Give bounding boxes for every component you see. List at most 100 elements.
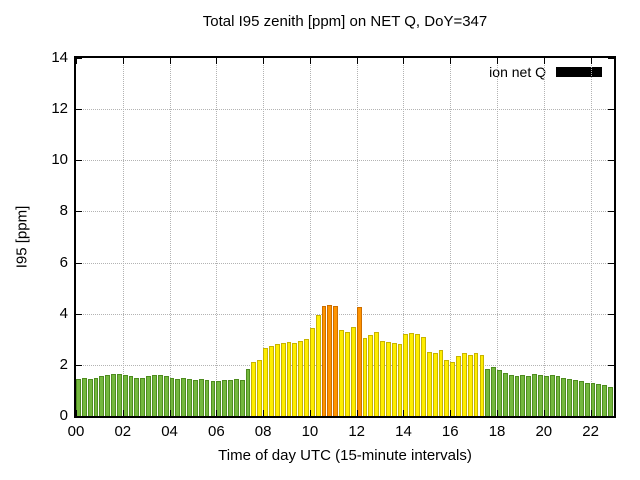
interval-bar — [111, 373, 116, 416]
interval-bar — [532, 373, 537, 416]
interval-bar — [397, 344, 403, 416]
interval-bar — [233, 378, 239, 416]
interval-bar — [567, 378, 573, 416]
x-tickmark — [450, 58, 452, 64]
x-tickmark — [169, 410, 171, 416]
interval-bar — [304, 339, 309, 416]
interval-bar — [152, 375, 157, 416]
x-tickmark — [216, 58, 218, 64]
x-tickmark — [356, 410, 358, 416]
interval-bar — [456, 355, 461, 416]
gridline-vertical — [169, 58, 171, 416]
x-tickmark — [122, 58, 124, 64]
interval-bar — [502, 372, 508, 416]
interval-bar — [204, 380, 210, 416]
x-tick-label: 16 — [441, 423, 459, 440]
x-tick-label: 02 — [114, 423, 132, 440]
interval-bar — [286, 341, 292, 416]
interval-bar — [210, 381, 216, 416]
x-tick-label: 08 — [254, 423, 272, 440]
interval-bar — [584, 382, 590, 416]
interval-bar — [251, 362, 257, 416]
interval-bar — [356, 307, 362, 416]
x-tickmark — [497, 410, 499, 416]
interval-bar — [444, 359, 450, 416]
interval-bar — [321, 306, 327, 416]
interval-bar — [274, 344, 280, 416]
interval-bar — [163, 376, 169, 416]
interval-bar — [315, 315, 321, 416]
interval-bar — [380, 340, 385, 416]
interval-bar — [169, 377, 175, 416]
y-tickmark — [608, 416, 614, 417]
interval-bar — [239, 380, 245, 416]
y-tickmark — [608, 109, 614, 111]
interval-bar — [461, 353, 467, 416]
interval-bar — [485, 368, 491, 416]
x-tickmark — [403, 410, 405, 416]
gridline-horizontal — [76, 160, 614, 162]
x-tickmark — [543, 58, 545, 64]
interval-bar — [520, 375, 526, 416]
x-axis-label: Time of day UTC (15-minute intervals) — [218, 447, 472, 464]
interval-bar — [578, 381, 584, 416]
interval-bar — [374, 331, 380, 416]
y-tickmark — [608, 211, 614, 213]
gridline-vertical — [543, 58, 545, 416]
x-tickmark — [403, 58, 405, 64]
y-tickmark — [76, 58, 82, 59]
interval-bar — [368, 335, 374, 416]
y-tickmark — [76, 364, 82, 366]
interval-bar — [362, 338, 368, 416]
interval-bar — [561, 377, 567, 416]
interval-bar — [596, 384, 602, 416]
gridline-horizontal — [76, 313, 614, 315]
y-tickmark — [76, 109, 82, 111]
x-tickmark — [216, 410, 218, 416]
y-tick-label: 14 — [51, 49, 68, 66]
y-tick-label: 10 — [51, 151, 68, 169]
interval-bar — [426, 352, 432, 416]
gridline-horizontal — [76, 262, 614, 264]
interval-bar — [514, 376, 520, 416]
interval-bar — [602, 385, 608, 416]
interval-bar — [555, 376, 561, 416]
interval-bar — [93, 377, 99, 416]
interval-bar — [122, 375, 128, 416]
y-tickmark — [608, 58, 614, 59]
interval-bar — [415, 334, 421, 416]
interval-bar — [432, 353, 438, 416]
gridline-horizontal — [76, 211, 614, 213]
interval-bar — [280, 343, 286, 416]
y-tickmark — [608, 160, 614, 162]
x-tickmark — [356, 58, 358, 64]
interval-bar — [333, 306, 339, 416]
interval-bar — [473, 353, 479, 416]
x-tickmark — [263, 410, 265, 416]
y-tickmark — [608, 313, 614, 315]
interval-bar — [128, 376, 134, 416]
interval-bar — [146, 376, 152, 416]
interval-bar — [228, 380, 233, 416]
interval-bar — [134, 377, 140, 416]
gridline-vertical — [356, 58, 358, 416]
interval-bar — [467, 354, 473, 416]
gridline-vertical — [497, 58, 499, 416]
y-tick-label: 2 — [59, 355, 68, 373]
gridline-vertical — [590, 58, 592, 416]
interval-bar — [497, 369, 502, 416]
interval-bar — [350, 326, 356, 416]
interval-bar — [450, 362, 456, 416]
interval-bar — [192, 380, 198, 416]
x-tick-label: 00 — [67, 423, 85, 440]
interval-bar — [537, 375, 543, 416]
gridline-vertical — [309, 58, 311, 416]
interval-bar — [298, 340, 304, 416]
x-tickmark — [122, 410, 124, 416]
interval-bar — [549, 375, 555, 416]
interval-bar — [345, 331, 350, 416]
interval-bar — [421, 336, 426, 416]
y-tickmark — [76, 262, 82, 264]
x-tick-label: 20 — [535, 423, 553, 440]
